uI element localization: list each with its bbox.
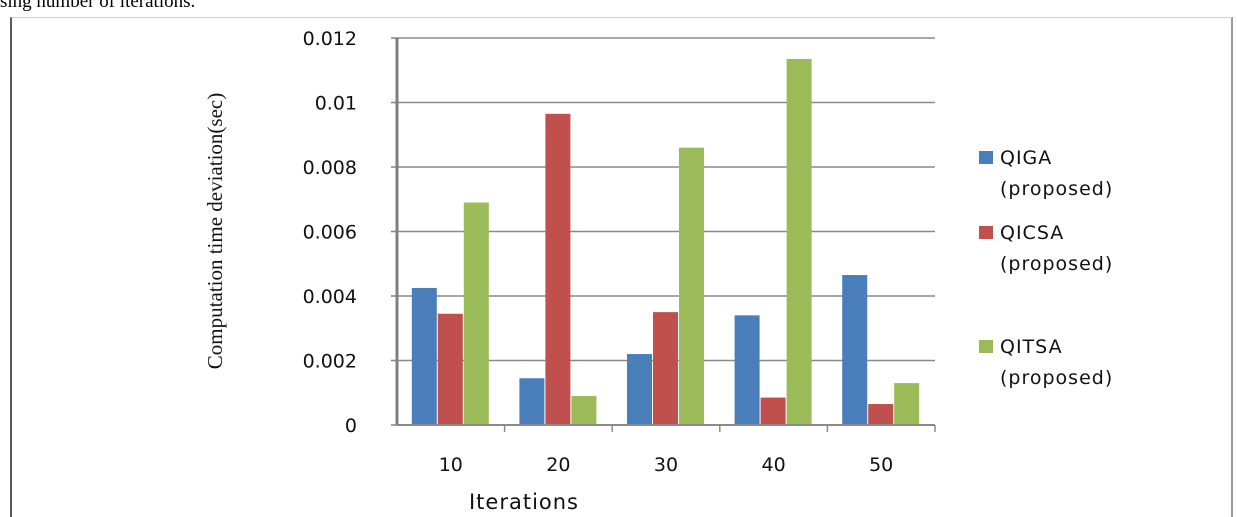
bar	[519, 378, 545, 425]
x-tick-label: 20	[546, 454, 570, 476]
legend: QIGA (proposed) QICSA (proposed) QITSA (propo…	[979, 147, 1113, 389]
y-tick-label: 0.012	[303, 28, 357, 50]
y-tick-label: 0.008	[303, 157, 357, 179]
bar	[868, 404, 894, 425]
y-tick-labels: 0 0.002 0.004 0.006 0.008 0.01 0.012	[303, 28, 357, 437]
legend-label: (proposed)	[1000, 253, 1113, 275]
legend-swatch	[979, 151, 993, 164]
bar	[437, 313, 463, 425]
legend-swatch	[979, 226, 993, 239]
bar	[760, 397, 786, 425]
y-tick-label: 0.01	[315, 93, 357, 115]
bar	[679, 147, 704, 425]
legend-label: QICSA	[1000, 222, 1064, 244]
bar	[571, 395, 597, 425]
y-tick-label: 0.006	[303, 222, 357, 244]
legend-label: QITSA	[1000, 336, 1063, 358]
x-tick-label: 30	[654, 454, 678, 476]
bars	[411, 58, 920, 426]
bar	[653, 312, 678, 425]
y-axis-label: Computation time deviation(sec)	[203, 93, 227, 369]
bar	[463, 202, 489, 425]
bar	[545, 113, 571, 425]
y-tick-label: 0.002	[303, 351, 357, 373]
bar	[627, 354, 652, 425]
legend-swatch	[979, 340, 993, 353]
legend-label: (proposed)	[1000, 367, 1113, 389]
bar	[411, 287, 437, 425]
legend-label: QIGA	[1000, 147, 1052, 169]
chart-frame	[10, 17, 1233, 517]
x-tick-labels: 10 20 30 40 50	[439, 454, 894, 476]
bar	[786, 58, 812, 426]
bar	[894, 383, 920, 425]
axes	[395, 38, 936, 432]
x-tick-label: 40	[762, 454, 786, 476]
caption-fragment: sing number of iterations.	[0, 0, 196, 12]
y-tick-label: 0.004	[303, 286, 357, 308]
y-tick-label: 0	[345, 415, 357, 437]
x-tick-label: 10	[439, 454, 463, 476]
bar	[842, 275, 868, 425]
bar	[734, 315, 760, 425]
x-tick-label: 50	[869, 454, 893, 476]
x-axis-label: Iterations	[469, 490, 579, 514]
legend-label: (proposed)	[1000, 178, 1113, 200]
